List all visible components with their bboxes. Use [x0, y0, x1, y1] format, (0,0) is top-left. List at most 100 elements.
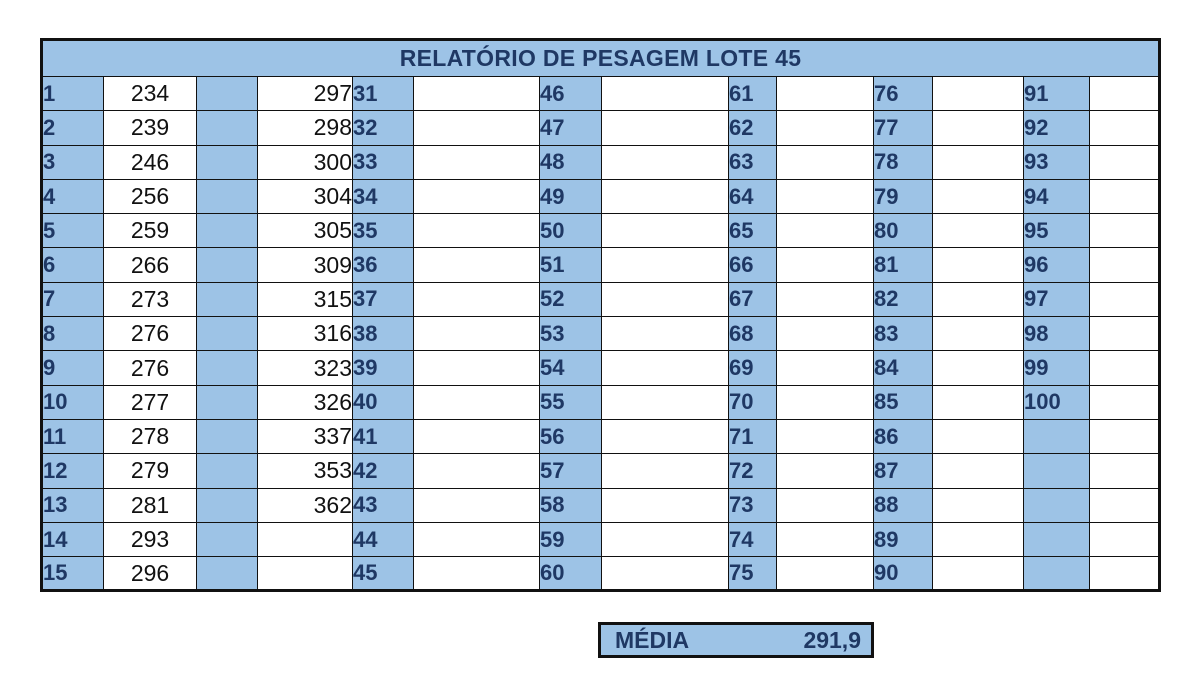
- animal-number-cell: 76: [873, 75, 933, 112]
- empty-weight-cell: [601, 350, 729, 386]
- animal-number-cell: 39: [352, 350, 414, 386]
- animal-number-cell: 89: [873, 521, 933, 558]
- animal-number-cell: 93: [1023, 144, 1090, 180]
- empty-weight-cell: [776, 144, 874, 180]
- animal-number-cell: 48: [539, 144, 602, 180]
- animal-number-cell: 36: [352, 247, 414, 283]
- empty-weight-cell: [413, 556, 540, 592]
- animal-number-cell: 60: [539, 556, 602, 592]
- empty-weight-cell: [932, 213, 1024, 249]
- empty-weight-cell: [601, 521, 729, 558]
- empty-weight-cell: [601, 144, 729, 180]
- animal-number-cell: [196, 110, 258, 146]
- weight-cell: 337: [257, 418, 353, 455]
- empty-weight-cell: [601, 316, 729, 352]
- animal-number-cell: 54: [539, 350, 602, 386]
- animal-number-cell: 86: [873, 418, 933, 455]
- weight-cell: 305: [257, 213, 353, 249]
- animal-number-cell: 38: [352, 316, 414, 352]
- empty-weight-cell: [601, 178, 729, 215]
- animal-number-cell: [196, 213, 258, 249]
- weight-cell: 239: [103, 110, 197, 146]
- animal-number-cell: [196, 487, 258, 523]
- animal-number-cell: 13: [41, 487, 104, 523]
- table-row: 4 256 304 34 49 64 79 94: [41, 178, 1160, 215]
- weight-cell: 293: [103, 521, 197, 558]
- animal-number-cell: 51: [539, 247, 602, 283]
- empty-weight-cell: [1089, 487, 1160, 523]
- table-row: 9 276 323 39 54 69 84 99: [41, 350, 1160, 386]
- animal-number-cell: [196, 453, 258, 489]
- weight-cell: 296: [103, 556, 197, 592]
- animal-number-cell: 92: [1023, 110, 1090, 146]
- animal-number-cell: [1023, 556, 1090, 592]
- empty-weight-cell: [601, 247, 729, 283]
- animal-number-cell: [196, 384, 258, 420]
- animal-number-cell: [1023, 418, 1090, 455]
- animal-number-cell: [1023, 487, 1090, 523]
- weight-cell: 234: [103, 75, 197, 112]
- animal-number-cell: 10: [41, 384, 104, 420]
- animal-number-cell: 1: [41, 75, 104, 112]
- empty-weight-cell: [413, 487, 540, 523]
- animal-number-cell: [196, 418, 258, 455]
- empty-weight-cell: [1089, 75, 1160, 112]
- empty-weight-cell: [932, 247, 1024, 283]
- table-row: 11 278 337 41 56 71 86: [41, 418, 1160, 455]
- empty-weight-cell: [776, 487, 874, 523]
- animal-number-cell: [196, 316, 258, 352]
- empty-weight-cell: [932, 316, 1024, 352]
- animal-number-cell: 65: [728, 213, 777, 249]
- animal-number-cell: 74: [728, 521, 777, 558]
- empty-weight-cell: [601, 418, 729, 455]
- empty-weight-cell: [776, 110, 874, 146]
- animal-number-cell: [1023, 453, 1090, 489]
- weight-cell: 281: [103, 487, 197, 523]
- animal-number-cell: [196, 556, 258, 592]
- animal-number-cell: 31: [352, 75, 414, 112]
- animal-number-cell: 78: [873, 144, 933, 180]
- weight-cell: 353: [257, 453, 353, 489]
- weight-cell: 300: [257, 144, 353, 180]
- animal-number-cell: 70: [728, 384, 777, 420]
- weight-cell: 315: [257, 281, 353, 318]
- weight-cell: 304: [257, 178, 353, 215]
- weight-cell: [257, 521, 353, 558]
- animal-number-cell: [196, 350, 258, 386]
- empty-weight-cell: [413, 350, 540, 386]
- empty-weight-cell: [1089, 281, 1160, 318]
- empty-weight-cell: [776, 384, 874, 420]
- animal-number-cell: 34: [352, 178, 414, 215]
- empty-weight-cell: [776, 75, 874, 112]
- table-row: 14 293 44 59 74 89: [41, 521, 1160, 558]
- weight-cell: 279: [103, 453, 197, 489]
- animal-number-cell: 40: [352, 384, 414, 420]
- animal-number-cell: 5: [41, 213, 104, 249]
- weight-cell: 298: [257, 110, 353, 146]
- animal-number-cell: 7: [41, 281, 104, 318]
- weight-cell: 323: [257, 350, 353, 386]
- animal-number-cell: 41: [352, 418, 414, 455]
- empty-weight-cell: [413, 213, 540, 249]
- animal-number-cell: 45: [352, 556, 414, 592]
- animal-number-cell: 77: [873, 110, 933, 146]
- weight-cell: 259: [103, 213, 197, 249]
- report-body: 1 234 297 31 46 61 76 91 2 239 298 32 47 62 77 92 3 246 30…: [41, 75, 1160, 592]
- empty-weight-cell: [776, 418, 874, 455]
- empty-weight-cell: [413, 418, 540, 455]
- animal-number-cell: 57: [539, 453, 602, 489]
- table-row: 3 246 300 33 48 63 78 93: [41, 144, 1160, 180]
- empty-weight-cell: [601, 110, 729, 146]
- empty-weight-cell: [601, 556, 729, 592]
- empty-weight-cell: [1089, 350, 1160, 386]
- empty-weight-cell: [776, 281, 874, 318]
- animal-number-cell: 43: [352, 487, 414, 523]
- animal-number-cell: 79: [873, 178, 933, 215]
- animal-number-cell: 9: [41, 350, 104, 386]
- animal-number-cell: 63: [728, 144, 777, 180]
- empty-weight-cell: [601, 384, 729, 420]
- empty-weight-cell: [1089, 521, 1160, 558]
- animal-number-cell: [196, 144, 258, 180]
- animal-number-cell: 80: [873, 213, 933, 249]
- animal-number-cell: 71: [728, 418, 777, 455]
